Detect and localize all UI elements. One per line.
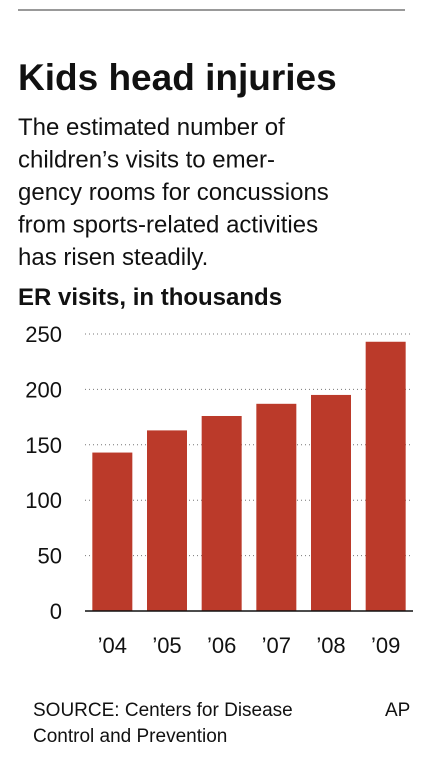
- x-tick-label: ’08: [316, 633, 345, 658]
- subtitle-line: The estimated number of: [18, 114, 285, 141]
- bar: [256, 403, 297, 611]
- bar: [92, 452, 133, 611]
- y-tick-label: 200: [25, 377, 62, 402]
- subtitle-line: gency rooms for concussions: [18, 179, 329, 206]
- x-tick-label: ’04: [98, 633, 127, 658]
- bar: [201, 415, 242, 611]
- bar: [365, 341, 406, 611]
- bar: [147, 430, 187, 611]
- x-tick-label: ’07: [262, 633, 291, 658]
- source-line: SOURCE: Centers for Disease: [33, 700, 293, 721]
- subtitle-line: children’s visits to emer-: [18, 147, 275, 174]
- x-tick-label: ’06: [207, 633, 236, 658]
- subtitle-line: from sports-related activities: [18, 212, 318, 239]
- y-tick-label: 250: [25, 322, 62, 347]
- y-tick-label: 100: [25, 488, 62, 513]
- source-line: Control and Prevention: [33, 726, 227, 747]
- y-tick-label: 150: [25, 433, 62, 458]
- x-tick-label: ’05: [152, 633, 181, 658]
- subtitle-line: has risen steadily.: [18, 244, 208, 271]
- y-tick-label: 0: [50, 599, 62, 624]
- chart-title: Kids head injuries: [18, 57, 337, 98]
- y-axis-label: ER visits, in thousands: [18, 284, 282, 311]
- credit: AP: [385, 700, 410, 721]
- x-tick-label: ’09: [371, 633, 400, 658]
- bar: [311, 394, 351, 611]
- y-tick-label: 50: [38, 544, 62, 569]
